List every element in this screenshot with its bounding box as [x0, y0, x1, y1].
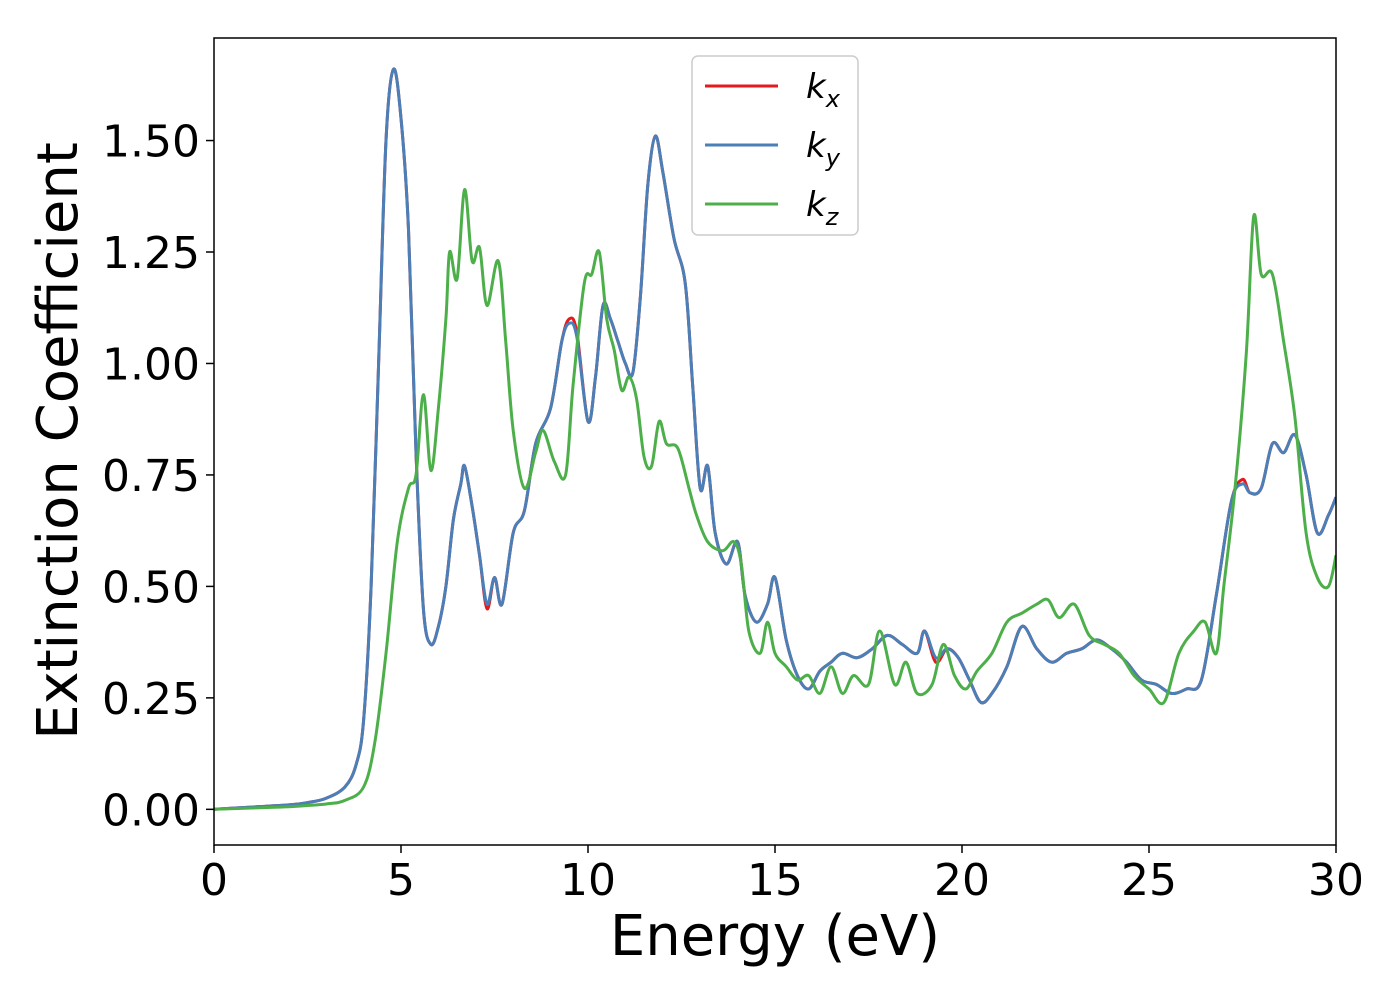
series-layer — [214, 67, 1336, 811]
legend-label-z: kz — [806, 185, 840, 231]
x-axis: 0 5 10 15 20 25 30 — [200, 845, 1364, 906]
x-tick-label: 5 — [387, 855, 415, 906]
series-line-kz — [214, 188, 1336, 811]
y-axis: 0.00 0.25 0.50 0.75 1.00 1.25 1.50 — [102, 117, 214, 836]
x-axis-label: Energy (eV) — [610, 904, 940, 969]
y-tick-label: 1.50 — [102, 117, 200, 168]
y-tick-label: 1.25 — [102, 228, 200, 279]
x-tick-label: 30 — [1308, 855, 1364, 906]
x-tick-label: 0 — [200, 855, 228, 906]
y-tick-label: 0.75 — [102, 451, 200, 502]
y-tick-label: 0.25 — [102, 674, 200, 725]
y-tick-label: 0.50 — [102, 562, 200, 613]
y-tick-label: 1.00 — [102, 339, 200, 390]
y-tick-label: 0.00 — [102, 785, 200, 836]
x-tick-label: 20 — [934, 855, 990, 906]
x-tick-label: 25 — [1121, 855, 1177, 906]
x-tick-label: 15 — [747, 855, 803, 906]
y-axis-label: Extinction Coefficient — [26, 142, 91, 740]
x-tick-label: 10 — [560, 855, 616, 906]
